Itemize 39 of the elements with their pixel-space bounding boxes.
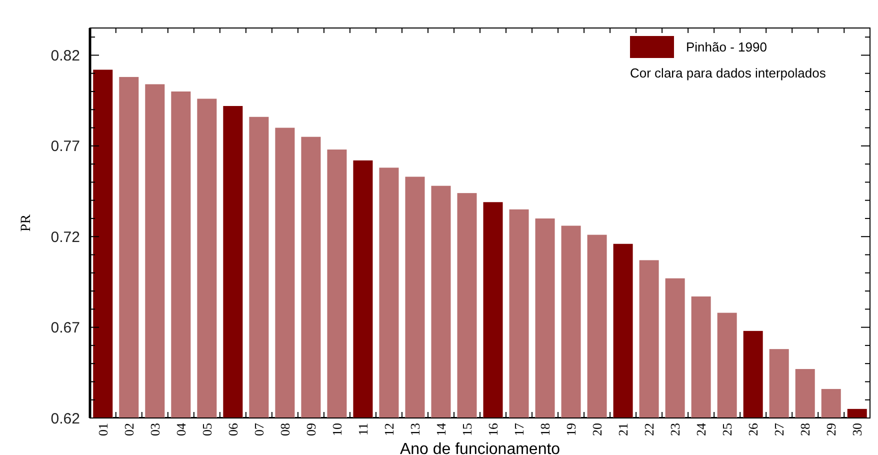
x-tick-label: 03 [147,423,162,436]
x-tick-label: 13 [408,423,423,436]
x-tick-label: 08 [277,423,292,436]
x-tick-label: 07 [251,422,266,436]
x-tick-label: 26 [746,422,761,436]
x-tick-label: 22 [642,423,657,436]
x-tick-label: 14 [434,422,449,436]
x-tick-label: 04 [173,422,188,436]
x-tick-label: 05 [199,423,214,436]
annotation: Cor clara para dados interpolados [630,66,826,81]
x-tick-label: 10 [330,423,344,436]
x-tick-label: 18 [538,423,553,436]
x-tick-label: 19 [564,423,579,436]
x-tick-label: 28 [798,423,813,436]
x-tick-label: 30 [850,423,865,436]
x-tick-label: 11 [356,423,371,436]
y-tick-label: 0.62 [50,410,80,428]
x-tick-label: 15 [460,423,475,436]
y-tick-label: 0.77 [50,138,80,156]
x-tick-label: 12 [382,423,397,436]
x-tick-label: 06 [225,422,240,436]
x-tick-label: 01 [95,423,110,436]
y-tick-label: 0.67 [50,320,80,337]
y-axis-title: PR [19,214,34,232]
y-tick-label: 0.82 [50,47,80,64]
x-tick-label: 29 [824,423,839,436]
x-tick-label: 09 [303,423,318,436]
x-axis-title: Ano de funcionamento [400,441,560,455]
x-tick-label: 16 [486,422,501,436]
x-tick-label: 25 [720,423,735,436]
x-tick-label: 20 [590,423,605,436]
x-tick-label: 23 [668,423,683,436]
x-tick-label: 21 [616,423,631,436]
x-tick-label: 27 [772,422,787,436]
x-tick-label: 24 [694,422,709,436]
y-tick-label: 0.72 [50,228,80,246]
legend-label: Pinhão - 1990 [686,40,767,55]
x-tick-label: 17 [512,422,527,436]
x-tick-label: 02 [121,423,136,436]
